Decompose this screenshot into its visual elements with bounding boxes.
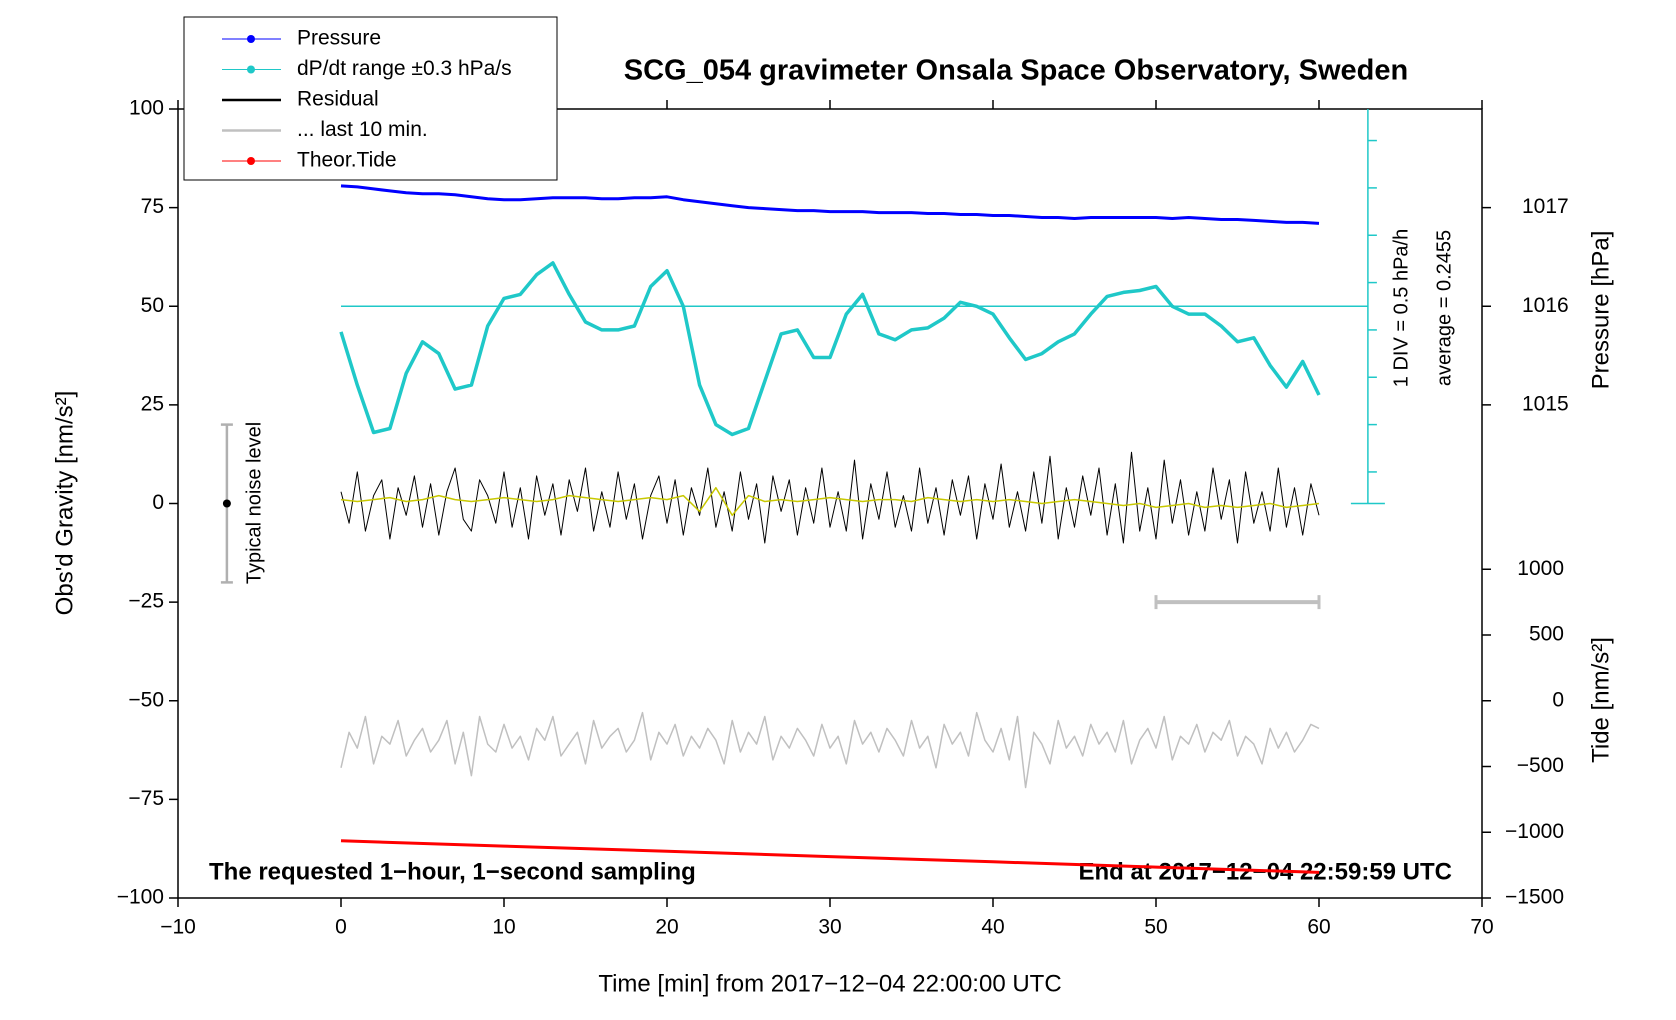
y-tick-label: 25 xyxy=(141,392,164,415)
y-tick-label: 75 xyxy=(141,195,164,218)
legend-label: Pressure xyxy=(297,27,381,50)
y-tick-label: −25 xyxy=(128,590,164,613)
y-axis-label: Obs'd Gravity [nm/s²] xyxy=(51,391,78,616)
series-line xyxy=(340,711,1320,789)
annotation: The requested 1−hour, 1−second sampling xyxy=(209,858,696,885)
y2-tick-label: 1015 xyxy=(1522,392,1569,415)
y-tick-label: 100 xyxy=(129,97,164,120)
series-line xyxy=(340,839,1320,874)
legend-label: ... last 10 min. xyxy=(297,118,428,141)
legend-marker xyxy=(247,35,255,43)
plot-frame xyxy=(177,108,1483,899)
series-line xyxy=(340,486,1320,517)
y3-tick-label: 1000 xyxy=(1517,557,1564,580)
legend-marker xyxy=(247,65,255,74)
legend-label: Residual xyxy=(297,88,379,111)
legend-marker xyxy=(247,157,255,165)
legend-label: dP/dt range ±0.3 hPa/s xyxy=(297,57,512,80)
y3-tick-label: −1500 xyxy=(1505,886,1564,909)
y3-tick-label: 0 xyxy=(1552,688,1564,711)
x-tick-label: 20 xyxy=(655,916,678,939)
x-tick-label: 60 xyxy=(1307,916,1330,939)
x-tick-label: 30 xyxy=(818,916,841,939)
x-tick-label: 40 xyxy=(981,916,1004,939)
series-line xyxy=(340,184,1320,225)
x-tick-label: 70 xyxy=(1470,916,1493,939)
y3-axis-label: Tide [nm/s²] xyxy=(1587,637,1614,763)
x-tick-label: 0 xyxy=(335,916,347,939)
y2-tick-label: 1017 xyxy=(1522,195,1569,218)
series-line xyxy=(340,451,1320,544)
legend-box xyxy=(183,16,558,181)
x-tick-label: 10 xyxy=(492,916,515,939)
noise-center xyxy=(222,499,231,508)
y-tick-label: −100 xyxy=(117,886,164,909)
dpdt-average-label: average = 0.2455 xyxy=(1433,230,1455,386)
y-tick-label: −50 xyxy=(128,688,164,711)
y3-tick-label: −1000 xyxy=(1505,820,1564,843)
x-tick-label: −10 xyxy=(160,916,196,939)
y-tick-label: 50 xyxy=(141,294,164,317)
noise-label: Typical noise level xyxy=(243,422,265,584)
y3-tick-label: 500 xyxy=(1529,623,1564,646)
y-tick-label: 0 xyxy=(152,491,164,514)
x-axis-label: Time [min] from 2017−12−04 22:00:00 UTC xyxy=(598,970,1061,997)
y2-axis-label: Pressure [hPa] xyxy=(1587,231,1614,390)
y2-tick-label: 1016 xyxy=(1522,294,1569,317)
dpdt-div-label: 1 DIV = 0.5 hPa/h xyxy=(1390,229,1412,387)
y-tick-label: −75 xyxy=(128,787,164,810)
legend-label: Theor.Tide xyxy=(297,149,397,172)
y3-tick-label: −500 xyxy=(1517,754,1564,777)
chart-title: SCG_054 gravimeter Onsala Space Observat… xyxy=(624,55,1408,87)
x-tick-label: 50 xyxy=(1144,916,1167,939)
series-line xyxy=(339,261,1321,437)
